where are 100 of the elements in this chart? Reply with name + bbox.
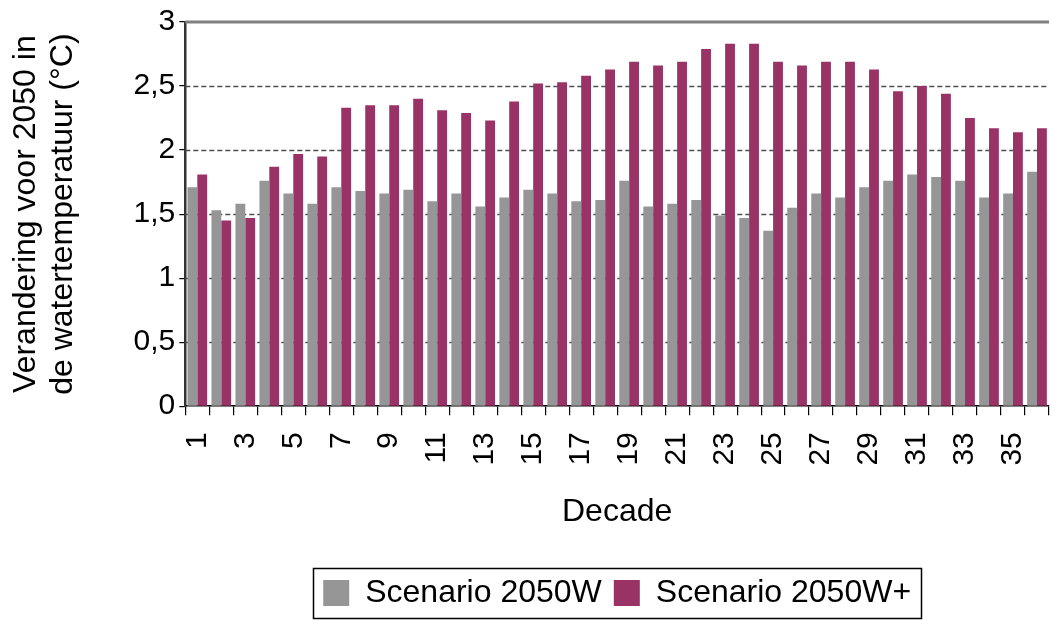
bar: [749, 43, 759, 406]
legend-label: Scenario 2050W: [365, 572, 603, 609]
bar: [931, 176, 942, 406]
bar: [835, 197, 846, 406]
x-tick-label: 19: [610, 432, 644, 466]
bar: [677, 61, 687, 406]
bar: [259, 180, 270, 406]
bar: [461, 112, 472, 406]
bar: [1003, 193, 1014, 406]
bar: [941, 93, 951, 406]
bar: [893, 91, 903, 406]
bar: [643, 206, 654, 406]
bar: [331, 187, 342, 406]
bar: [235, 203, 246, 406]
y-tick-label: 1: [158, 259, 176, 293]
bar: [533, 83, 544, 406]
x-tick-label: 5: [274, 432, 308, 449]
y-tick-label: 3: [158, 3, 176, 37]
bar: [389, 105, 400, 406]
x-tick-label: 27: [802, 432, 836, 466]
bar: [437, 110, 448, 406]
bar: [917, 86, 927, 406]
bar: [269, 166, 280, 406]
bar: [499, 197, 510, 406]
bar: [187, 187, 198, 406]
x-tick-label: 31: [898, 432, 932, 466]
bar: [547, 193, 558, 406]
x-tick-label: 3: [226, 432, 260, 449]
bar: [773, 61, 783, 406]
bar: [667, 203, 678, 406]
bar: [451, 193, 462, 406]
y-tick-label: 0,5: [133, 323, 176, 357]
bar: [955, 180, 966, 406]
y-tick-label: 2,5: [133, 67, 176, 101]
x-tick-label: 15: [514, 432, 548, 466]
legend-label: Scenario 2050W+: [655, 572, 912, 609]
bar: [283, 193, 294, 406]
bar: [989, 128, 999, 406]
bar: [869, 69, 879, 406]
x-tick-label: 7: [322, 432, 356, 449]
bar: [365, 105, 376, 406]
x-tick-label: 33: [946, 432, 980, 466]
x-tick-label: 17: [562, 432, 596, 466]
bar: [1027, 171, 1037, 406]
bar: [845, 61, 855, 406]
bar: [581, 75, 591, 406]
y-tick-label: 1,5: [133, 195, 176, 229]
x-tick-label: 9: [370, 432, 404, 449]
bar: [509, 101, 520, 406]
bar: [317, 156, 328, 406]
x-tick-label: 13: [466, 432, 500, 466]
bar: [1013, 132, 1023, 406]
bar: [197, 174, 208, 406]
bar: [485, 120, 496, 406]
bar: [475, 206, 486, 406]
y-axis-title: Verandering voor 2050 in de watertemperatuur (°C): [6, 33, 80, 395]
x-tick-label: 21: [658, 432, 692, 466]
bar: [701, 48, 711, 406]
bar: [211, 210, 222, 406]
bar: [221, 220, 232, 406]
bar: [403, 189, 414, 406]
bar: [427, 201, 438, 406]
bar: [883, 180, 894, 406]
bar: [811, 193, 822, 406]
bar: [653, 65, 663, 406]
bar: [341, 107, 352, 406]
bar: [797, 65, 807, 406]
bar: [763, 230, 774, 406]
bar: [979, 197, 990, 406]
bar: [307, 203, 318, 406]
x-tick-label: 29: [850, 432, 884, 466]
x-tick-label: 1: [178, 432, 212, 449]
bar: [715, 215, 726, 406]
bar: [595, 200, 606, 406]
x-tick-label: 35: [994, 432, 1028, 466]
bar: [523, 189, 534, 406]
y-tick-label: 0: [158, 387, 176, 421]
bar: [413, 98, 424, 406]
bar: [629, 61, 639, 406]
bar: [379, 193, 390, 406]
bar: [355, 191, 366, 406]
bar: [557, 82, 568, 406]
bar: [965, 118, 975, 406]
bar: [571, 201, 582, 406]
bar: [605, 69, 615, 406]
bar: [787, 207, 798, 406]
bar: [821, 61, 831, 406]
bar: [1037, 128, 1047, 406]
y-tick-label: 2: [158, 131, 176, 165]
bar: [619, 180, 630, 406]
x-tick-label: 11: [418, 432, 452, 464]
x-tick-label: 23: [706, 432, 740, 466]
bar: [245, 217, 256, 406]
bar: [725, 43, 735, 406]
bar: [859, 187, 870, 406]
x-axis-title: Decade: [562, 491, 673, 528]
bar: [739, 217, 750, 406]
bar: [691, 200, 702, 406]
bar: [293, 153, 304, 406]
x-tick-label: 25: [754, 432, 788, 466]
